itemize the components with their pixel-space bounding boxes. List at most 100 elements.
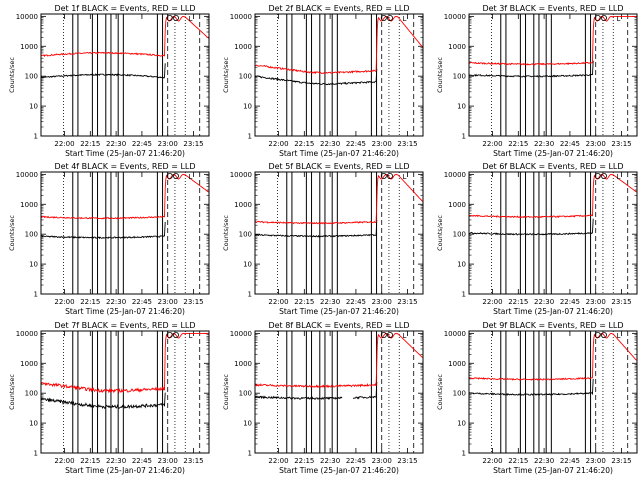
panel-title: Det 6f BLACK = Events, RED = LLD [482,162,623,171]
y-axis-label: Counts/sec [436,215,444,251]
x-tick-label: 22:30 [320,457,340,465]
panel-5: Det 5f BLACK = Events, RED = LLD Counts/s… [222,162,424,316]
l-marker: L [402,15,406,23]
x-tick-label: 22:15 [508,457,528,465]
y-tick-label: 1 [34,133,38,141]
y-tick-label: 1000 [20,201,38,209]
y-tick-label: 10000 [16,330,38,338]
y-tick-label: 100 [453,73,466,81]
y-tick-label: 100 [25,390,38,398]
circle-marker [594,172,601,179]
x-tick-label: 23:00 [372,457,392,465]
plot-frame [40,13,210,137]
x-tick-label: 22:00 [268,140,288,148]
x-tick-label: 22:45 [560,140,580,148]
x-tick-label: 23:00 [586,457,606,465]
x-tick-label: 23:15 [611,298,631,306]
circle-marker [172,172,179,179]
plot-frame [468,171,638,295]
x-tick-label: 22:45 [132,140,152,148]
x-axis-label: Start Time (25-Jan-07 21:46:20) [65,466,185,475]
x-tick-label: 23:15 [397,140,417,148]
x-axis-label: Start Time (25-Jan-07 21:46:20) [493,466,613,475]
y-tick-label: 10 [457,420,466,428]
y-tick-label: 1 [462,291,466,299]
y-tick-label: 10 [29,420,38,428]
x-tick-label: 22:45 [560,298,580,306]
x-tick-label: 22:15 [294,298,314,306]
y-tick-label: 10000 [230,13,252,21]
y-tick-label: 100 [239,73,252,81]
panel-6: Det 6f BLACK = Events, RED = LLD Counts/s… [436,162,638,316]
y-axis-label: Counts/sec [8,374,16,410]
series-events-line [469,378,594,397]
x-tick-label: 22:15 [294,140,314,148]
x-tick-label: 22:15 [294,457,314,465]
circle-marker [172,331,179,338]
x-tick-label: 22:00 [268,298,288,306]
series-lld-line [469,173,637,219]
y-tick-label: 1000 [234,201,252,209]
x-tick-label: 23:00 [158,140,178,148]
y-tick-label: 1 [462,450,466,458]
x-tick-label: 22:30 [534,298,554,306]
series-lld-line [468,332,637,381]
y-tick-label: 1000 [20,360,38,368]
l-marker: L [188,173,192,181]
series-lld-line [255,15,423,75]
y-tick-label: 1000 [234,360,252,368]
x-tick-label: 23:15 [183,457,203,465]
series-lld-line [254,173,423,225]
series-lld-line [41,15,209,58]
l-marker: L [188,15,192,23]
y-axis-label: Counts/sec [222,374,230,410]
x-axis-label: Start Time (25-Jan-07 21:46:20) [65,307,185,316]
panel-9: Det 9f BLACK = Events, RED = LLD Counts/s… [436,321,638,475]
plot-frame [40,330,210,454]
y-tick-label: 1 [34,450,38,458]
x-tick-label: 23:15 [611,457,631,465]
x-axis-label: Start Time (25-Jan-07 21:46:20) [493,307,613,316]
panel-title: Det 2f BLACK = Events, RED = LLD [268,4,409,13]
circle-marker [380,172,387,179]
x-tick-label: 22:30 [534,457,554,465]
y-tick-label: 10000 [444,171,466,179]
series-events-line [469,218,594,236]
l-marker: L [616,173,620,181]
y-tick-label: 10 [457,103,466,111]
x-tick-label: 23:00 [158,457,178,465]
x-tick-label: 23:15 [183,140,203,148]
y-tick-label: 1000 [234,43,252,51]
x-tick-label: 22:30 [106,457,126,465]
plot-frame [468,330,638,454]
y-tick-label: 1000 [448,43,466,51]
panel-title: Det 3f BLACK = Events, RED = LLD [482,4,623,13]
x-tick-label: 23:15 [397,457,417,465]
y-tick-label: 100 [25,231,38,239]
circle-marker [172,14,179,21]
series-events-line [254,69,378,86]
y-axis-label: Counts/sec [222,57,230,93]
y-tick-label: 1 [248,291,252,299]
panel-8: Det 8f BLACK = Events, RED = LLD Counts/s… [222,321,424,475]
y-tick-label: 10000 [444,330,466,338]
circle-marker [386,172,393,179]
circle-marker [600,331,607,338]
x-tick-label: 22:30 [534,140,554,148]
x-tick-label: 22:45 [132,457,152,465]
x-axis-label: Start Time (25-Jan-07 21:46:20) [279,466,399,475]
x-tick-label: 23:00 [586,140,606,148]
x-tick-label: 22:45 [346,140,366,148]
panel-title: Det 5f BLACK = Events, RED = LLD [268,162,409,171]
y-tick-label: 10 [243,261,252,269]
x-tick-label: 23:15 [397,298,417,306]
x-tick-label: 22:15 [508,298,528,306]
y-tick-label: 1 [248,133,252,141]
y-tick-label: 10000 [16,171,38,179]
y-tick-label: 100 [453,231,466,239]
x-tick-label: 22:15 [508,140,528,148]
x-tick-label: 22:30 [320,298,340,306]
x-axis-label: Start Time (25-Jan-07 21:46:20) [65,149,185,158]
